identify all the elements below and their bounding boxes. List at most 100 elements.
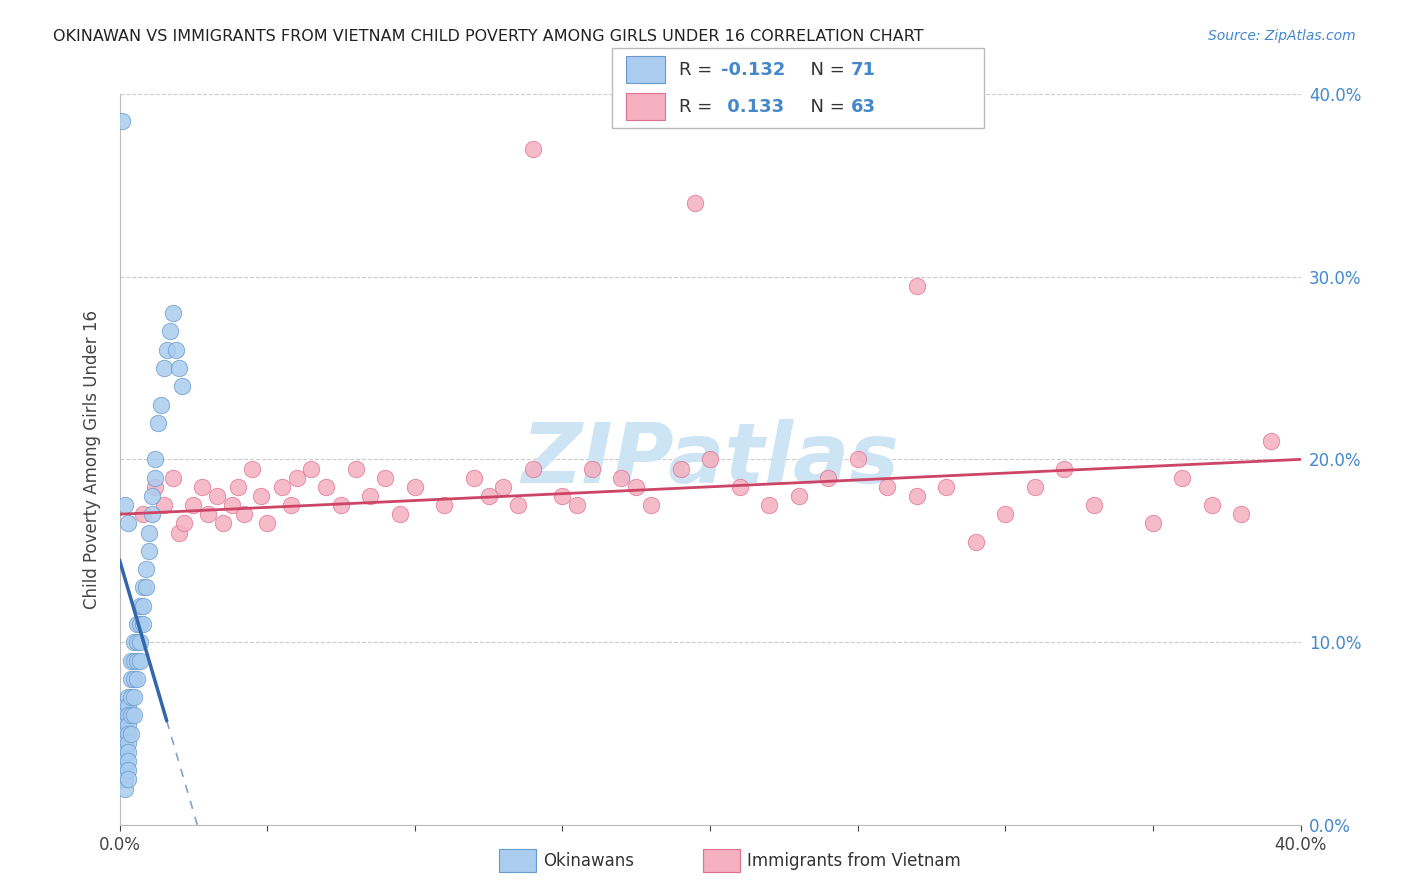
Point <box>117 516 139 531</box>
Point <box>905 278 928 293</box>
Point <box>404 480 426 494</box>
Point <box>111 748 134 763</box>
Point <box>787 489 810 503</box>
Point <box>153 361 174 376</box>
Point <box>120 690 142 705</box>
Point <box>250 489 273 503</box>
Text: -0.132: -0.132 <box>721 61 786 78</box>
Point <box>156 343 179 357</box>
Point <box>167 525 190 540</box>
Point <box>114 781 136 796</box>
Point <box>124 672 146 686</box>
Point <box>624 480 647 494</box>
Point <box>183 498 205 512</box>
Point <box>129 617 152 632</box>
Point <box>905 489 928 503</box>
Point <box>301 461 323 475</box>
Point <box>374 471 396 485</box>
Point <box>132 581 155 595</box>
Point <box>817 471 839 485</box>
Point <box>159 324 181 338</box>
Point <box>149 398 172 412</box>
Y-axis label: Child Poverty Among Girls Under 16: Child Poverty Among Girls Under 16 <box>83 310 101 609</box>
Point <box>1230 507 1253 521</box>
Point <box>124 708 146 723</box>
Point <box>117 764 139 778</box>
Point <box>1053 461 1076 475</box>
Text: OKINAWAN VS IMMIGRANTS FROM VIETNAM CHILD POVERTY AMONG GIRLS UNDER 16 CORRELATI: OKINAWAN VS IMMIGRANTS FROM VIETNAM CHIL… <box>53 29 924 44</box>
Point <box>994 507 1017 521</box>
Point <box>138 543 160 558</box>
Point <box>344 461 367 475</box>
Point <box>285 471 308 485</box>
Point <box>1142 516 1164 531</box>
Text: ZIPatlas: ZIPatlas <box>522 419 898 500</box>
Point <box>114 754 136 768</box>
Point <box>581 461 603 475</box>
Point <box>162 471 184 485</box>
Point <box>226 480 249 494</box>
Point <box>191 480 214 494</box>
Point <box>153 498 174 512</box>
Point <box>117 726 139 740</box>
Point <box>683 196 706 211</box>
Point <box>117 736 139 750</box>
Point <box>463 471 485 485</box>
Point <box>232 507 254 521</box>
Point <box>1024 480 1046 494</box>
Point <box>551 489 574 503</box>
Point <box>111 736 134 750</box>
Point <box>114 699 136 714</box>
Point <box>433 498 456 512</box>
Point <box>127 617 149 632</box>
Point <box>965 534 987 549</box>
Point <box>388 507 412 521</box>
Point <box>117 754 139 768</box>
Point <box>129 599 152 613</box>
Point <box>132 507 155 521</box>
Point <box>111 731 134 745</box>
Point <box>111 717 134 731</box>
Point <box>165 343 187 357</box>
Point <box>143 480 166 494</box>
Point <box>124 690 146 705</box>
Point <box>170 379 193 393</box>
Point <box>117 708 139 723</box>
Point <box>640 498 662 512</box>
Point <box>1083 498 1105 512</box>
Point <box>127 635 149 649</box>
Point <box>1260 434 1282 449</box>
Point <box>117 745 139 759</box>
Point <box>111 708 134 723</box>
Text: Immigrants from Vietnam: Immigrants from Vietnam <box>747 852 960 870</box>
Point <box>610 471 633 485</box>
Point <box>221 498 243 512</box>
Point <box>477 489 501 503</box>
Point <box>242 461 264 475</box>
Point <box>120 726 142 740</box>
Point <box>315 480 337 494</box>
Point <box>522 142 544 156</box>
Point <box>1171 471 1194 485</box>
Point <box>114 726 136 740</box>
Point <box>728 480 751 494</box>
Point <box>124 635 146 649</box>
Point <box>935 480 957 494</box>
Point <box>117 772 139 787</box>
Text: 63: 63 <box>851 98 876 116</box>
Point <box>111 114 134 128</box>
Point <box>114 498 136 512</box>
Text: Okinawans: Okinawans <box>543 852 634 870</box>
Point <box>270 480 294 494</box>
Point <box>146 416 169 430</box>
Point <box>114 708 136 723</box>
Text: N =: N = <box>799 98 851 116</box>
Point <box>876 480 898 494</box>
Text: 71: 71 <box>851 61 876 78</box>
Point <box>138 525 160 540</box>
Point <box>141 507 163 521</box>
Text: Source: ZipAtlas.com: Source: ZipAtlas.com <box>1208 29 1355 43</box>
Point <box>114 745 136 759</box>
Point <box>280 498 302 512</box>
Point <box>114 736 136 750</box>
